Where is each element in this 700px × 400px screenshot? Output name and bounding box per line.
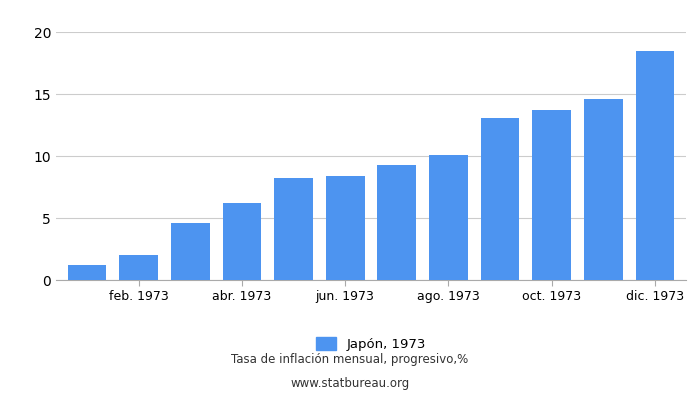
Bar (68, 265, 106, 280)
Text: www.statbureau.org: www.statbureau.org (290, 378, 410, 390)
Text: Tasa de inflación mensual, progresivo,%: Tasa de inflación mensual, progresivo,% (232, 354, 468, 366)
Bar (481, 118, 519, 280)
Bar (636, 51, 674, 280)
Bar (429, 155, 468, 280)
Legend: Japón, 1973: Japón, 1973 (311, 331, 431, 356)
Bar (274, 178, 313, 280)
Bar (119, 255, 158, 280)
Bar (326, 176, 365, 280)
Bar (223, 203, 261, 280)
Bar (533, 110, 571, 280)
Bar (377, 165, 416, 280)
Bar (584, 99, 623, 280)
Bar (171, 223, 209, 280)
